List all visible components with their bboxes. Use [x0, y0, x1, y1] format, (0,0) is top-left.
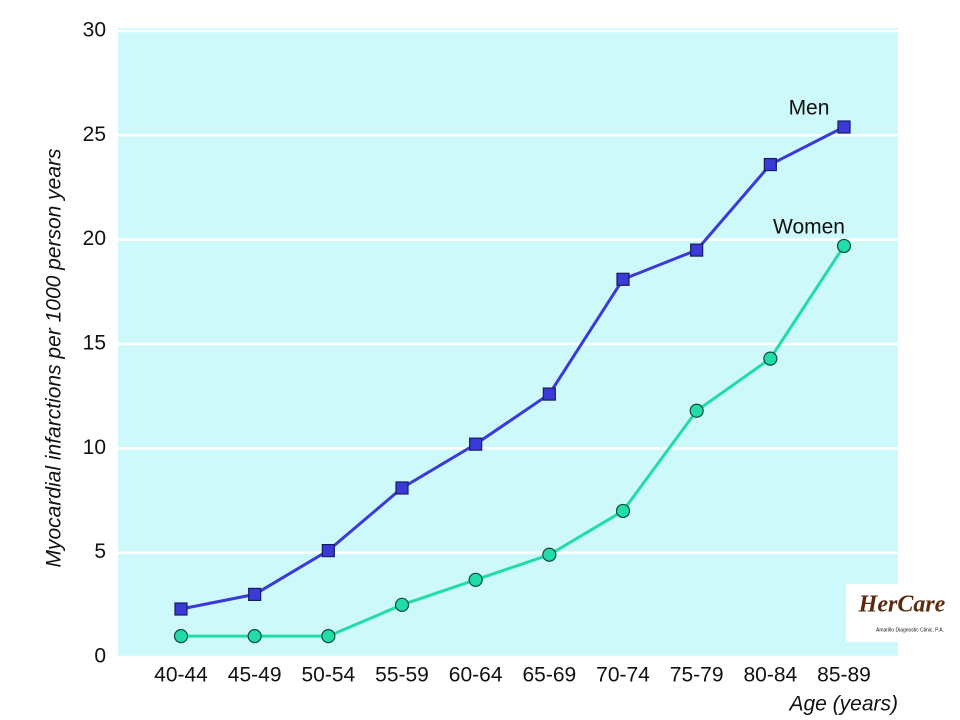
y-tick-label: 15: [83, 332, 106, 355]
y-tick-label: 10: [83, 436, 106, 459]
x-tick-label: 85-89: [817, 664, 871, 687]
x-tick-label: 65-69: [522, 664, 576, 687]
marker: [763, 157, 777, 172]
marker: [616, 272, 630, 286]
series-line: [181, 245, 846, 638]
y-tick-label: 25: [83, 123, 106, 146]
marker: [615, 503, 631, 519]
marker: [542, 547, 557, 562]
marker: [394, 597, 410, 612]
logo-subtitle: Amarillo Diagnostic Clinic, P.A.: [876, 627, 944, 633]
y-axis-label: Myocardial infarctions per 1000 person y…: [43, 148, 66, 568]
marker: [173, 629, 189, 644]
marker: [174, 602, 188, 616]
x-tick-label: 60-64: [449, 664, 503, 687]
marker: [689, 403, 704, 418]
marker: [542, 387, 556, 401]
series-line: [180, 125, 845, 611]
logo: HerCare Amarillo Diagnostic Clinic, P.A.: [846, 584, 958, 642]
x-tick-label: 55-59: [375, 664, 429, 687]
marker: [395, 481, 409, 495]
series-label: Women: [773, 215, 845, 238]
x-axis-label: Age (years): [787, 693, 898, 716]
marker: [247, 629, 262, 644]
y-tick-label: 0: [94, 645, 106, 668]
y-tick-label: 20: [83, 227, 106, 250]
marker: [836, 238, 852, 254]
marker: [321, 629, 336, 644]
x-tick-label: 80-84: [743, 664, 797, 687]
x-tick-label: 45-49: [228, 664, 282, 687]
x-tick-label: 40-44: [154, 664, 208, 687]
x-tick-label: 75-79: [670, 664, 724, 687]
logo-box: [846, 584, 958, 642]
marker: [763, 351, 778, 366]
y-tick-label: 30: [83, 19, 106, 42]
marker: [469, 437, 483, 451]
logo-name: HerCare: [858, 592, 946, 618]
series-label: Men: [789, 97, 830, 120]
marker: [837, 120, 851, 134]
x-tick-label: 70-74: [596, 664, 650, 687]
marker: [321, 543, 335, 558]
x-tick-label: 50-54: [301, 664, 355, 687]
marker: [690, 243, 704, 257]
y-tick-label: 5: [94, 540, 106, 563]
marker: [468, 572, 483, 587]
marker: [248, 587, 262, 602]
